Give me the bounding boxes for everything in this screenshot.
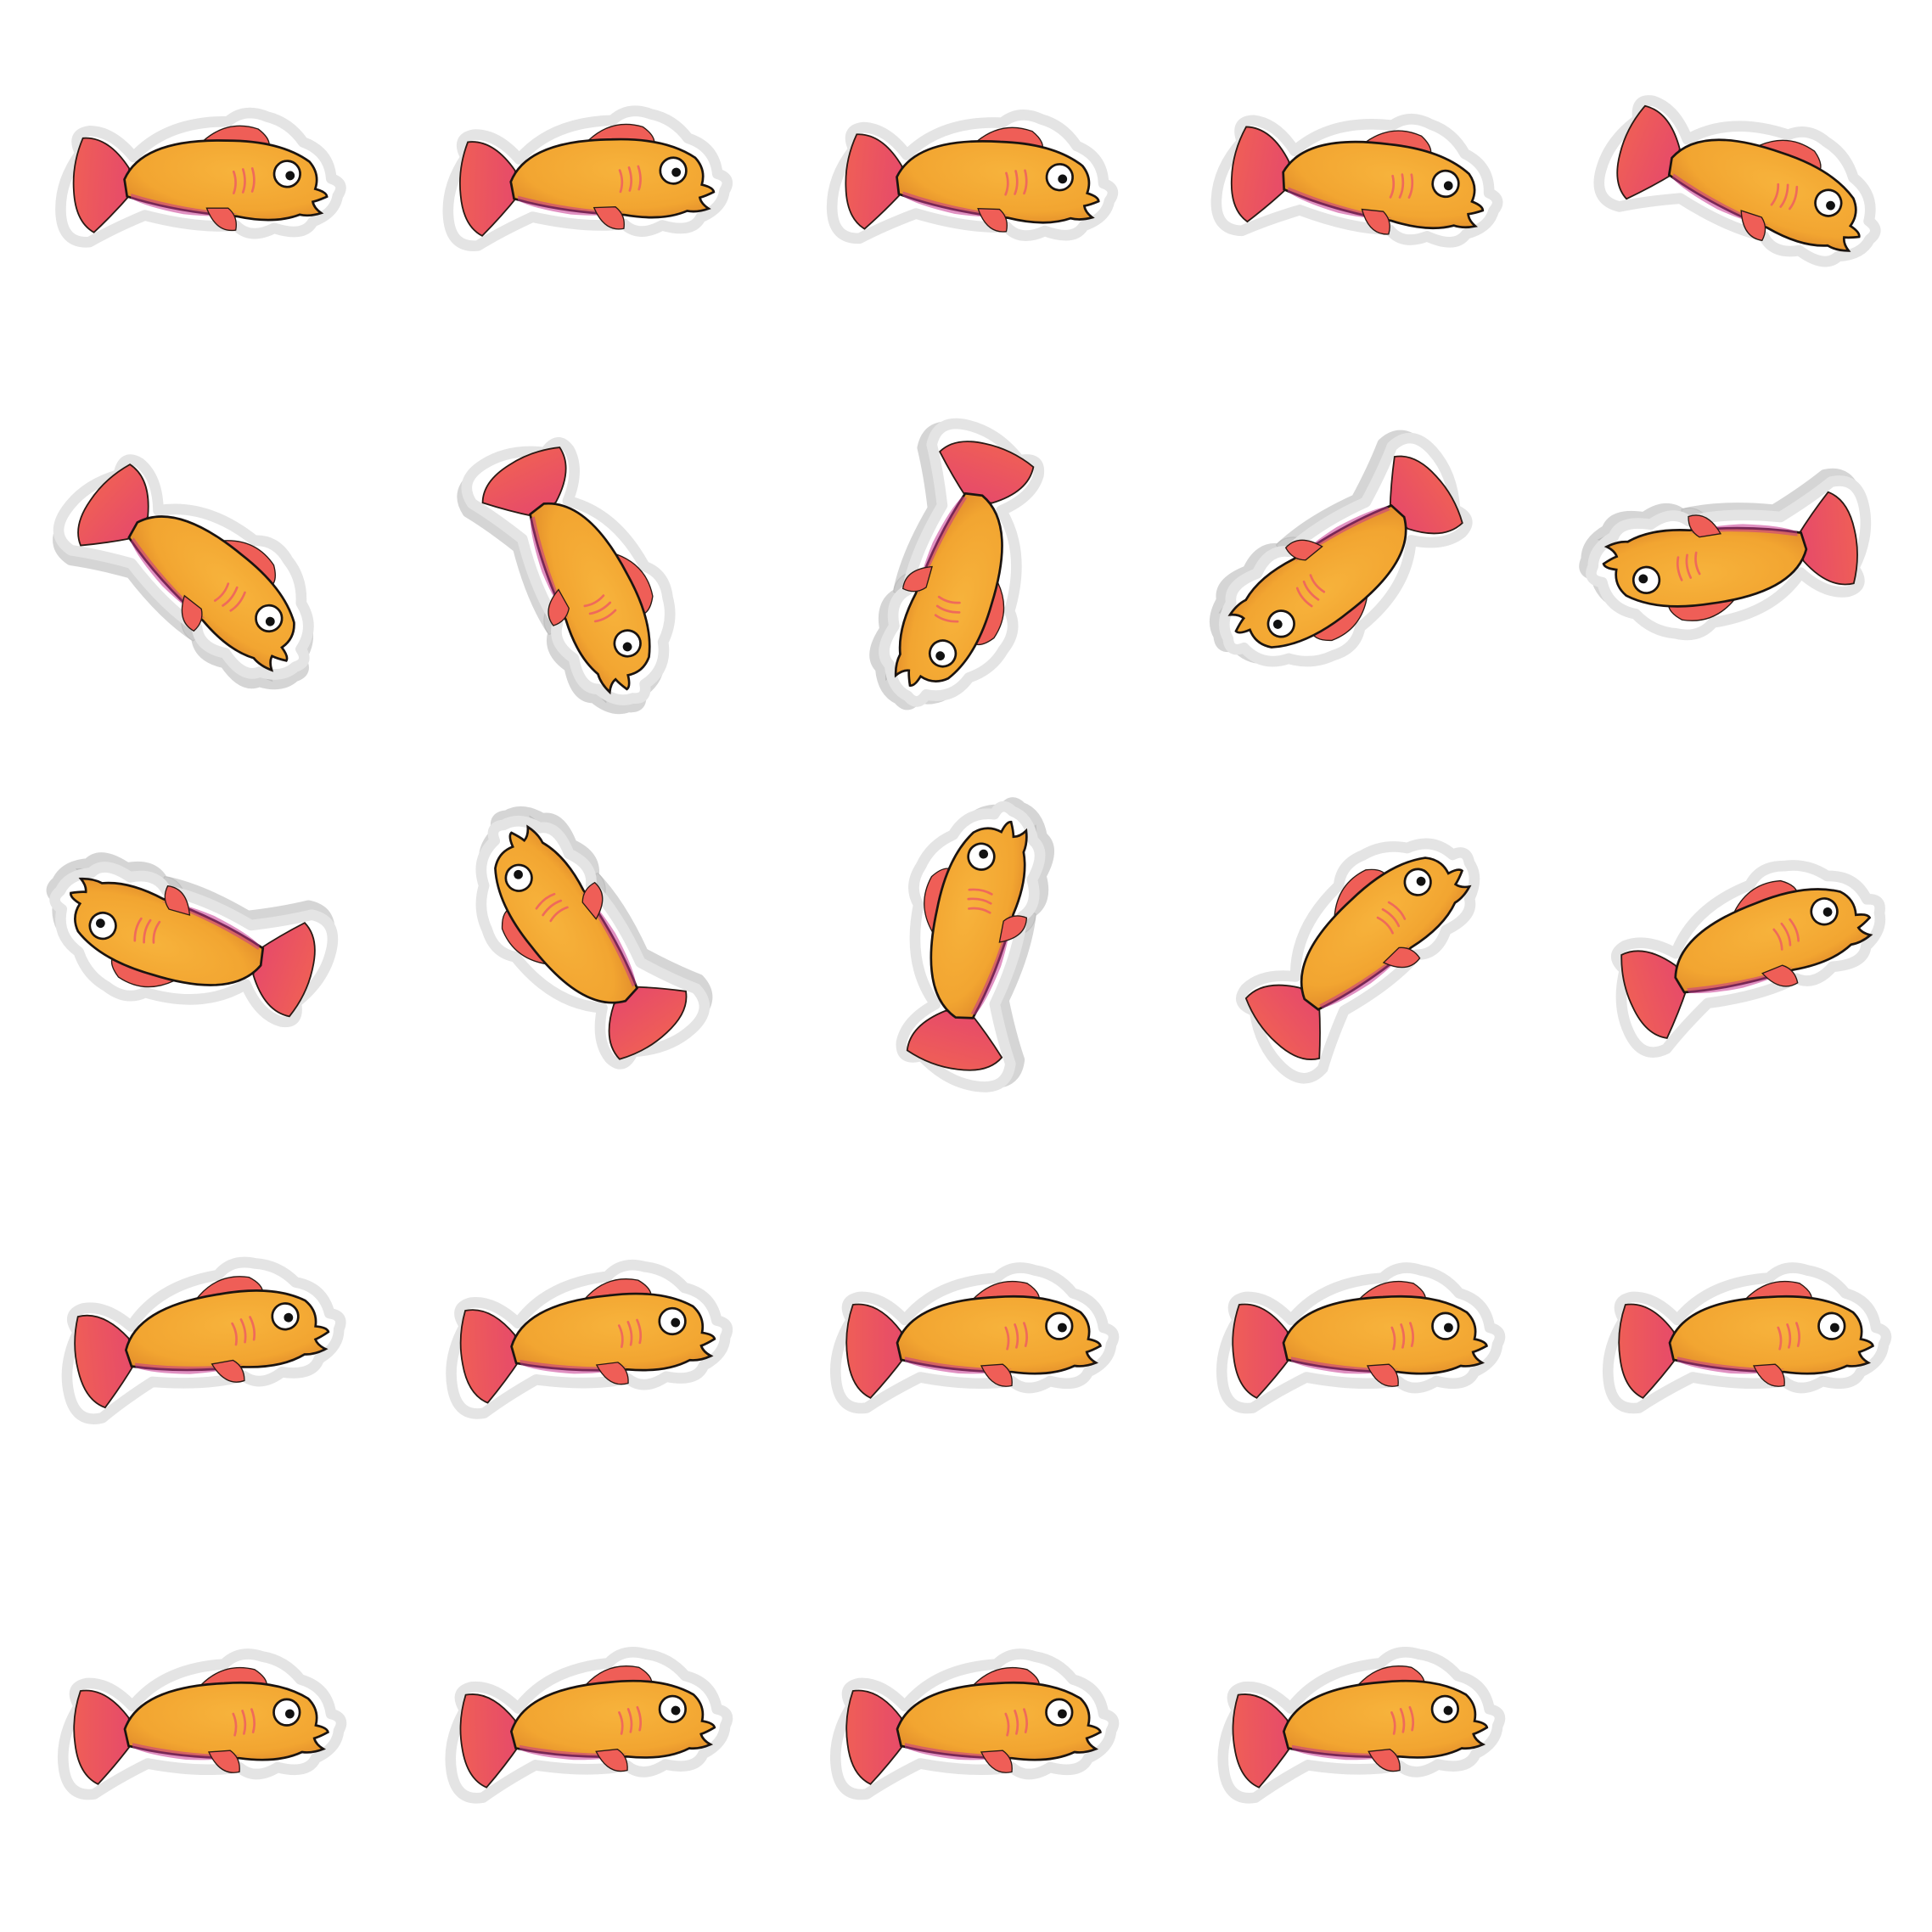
fish-icon xyxy=(15,1594,372,1849)
fish-sprite xyxy=(446,1261,731,1415)
fish-frame-24 xyxy=(1174,1594,1530,1849)
fish-frame-11 xyxy=(15,822,372,1076)
fish-icon xyxy=(1560,49,1917,304)
fish-frame-7 xyxy=(402,435,758,690)
fish-icon xyxy=(402,1594,758,1849)
fish-sprite xyxy=(1211,87,1510,274)
fish-sprite xyxy=(1609,1268,1887,1409)
fish-frame-10 xyxy=(1560,435,1917,690)
fish-icon xyxy=(788,49,1144,304)
fish-sprite xyxy=(828,95,1120,264)
fish-icon xyxy=(15,435,372,690)
fish-frame-18 xyxy=(788,1208,1144,1463)
fish-frame-15 xyxy=(1560,822,1917,1076)
fish-icon xyxy=(1174,822,1530,1076)
fish-frame-3 xyxy=(788,49,1144,304)
fish-sprite xyxy=(446,1649,729,1800)
fish-frame-22 xyxy=(402,1594,758,1849)
fish-frame-12 xyxy=(402,822,758,1076)
fish-icon xyxy=(1560,822,1917,1076)
fish-sprite xyxy=(440,786,715,1094)
fish-sprite xyxy=(1189,428,1497,703)
fish-icon xyxy=(788,1594,1144,1849)
fish-sprite xyxy=(458,416,704,727)
fish-frame-14 xyxy=(1174,822,1530,1076)
fish-icon xyxy=(402,1208,758,1463)
fish-sprite xyxy=(1222,1268,1500,1409)
fish-sprite xyxy=(56,1253,347,1422)
fish-frame-21 xyxy=(15,1594,372,1849)
fish-sprite xyxy=(1591,65,1901,299)
fish-frame-13 xyxy=(788,822,1144,1076)
fish-icon xyxy=(402,435,758,690)
fish-frame-1 xyxy=(15,49,372,304)
fish-frame-5 xyxy=(1560,49,1917,304)
fish-icon xyxy=(1174,1208,1530,1463)
fish-frame-4 xyxy=(1174,49,1530,304)
fish-sprite xyxy=(1209,802,1512,1088)
fish-frame-8 xyxy=(788,435,1144,690)
fish-frame-19 xyxy=(1174,1208,1530,1463)
fish-sprite xyxy=(1220,1649,1502,1800)
fish-frame-6 xyxy=(15,435,372,690)
fish-icon xyxy=(15,49,372,304)
fish-frame-20 xyxy=(1560,1208,1917,1463)
fish-icon xyxy=(402,49,758,304)
fish-icon xyxy=(1174,1594,1530,1849)
fish-icon xyxy=(1560,435,1917,690)
fish-icon xyxy=(788,435,1144,690)
fish-icon xyxy=(1174,435,1530,690)
fish-sprite xyxy=(835,1654,1114,1795)
fish-sprite xyxy=(446,104,729,255)
fish-sprite xyxy=(1594,840,1902,1059)
fish-sprite xyxy=(58,100,345,260)
fish-sprite xyxy=(835,1268,1114,1409)
fish-icon xyxy=(15,822,372,1076)
fish-frame-9 xyxy=(1174,435,1530,690)
fish-icon xyxy=(15,1208,372,1463)
fish-frame-23 xyxy=(788,1594,1144,1849)
fish-sprite xyxy=(63,1654,341,1795)
fish-icon xyxy=(1560,1208,1917,1463)
fish-icon xyxy=(402,822,758,1076)
fish-icon xyxy=(1174,49,1530,304)
fish-icon xyxy=(788,822,1144,1076)
fish-frame-16 xyxy=(15,1208,372,1463)
fish-frame-2 xyxy=(402,49,758,304)
fish-frame-17 xyxy=(402,1208,758,1463)
fish-icon xyxy=(788,1208,1144,1463)
